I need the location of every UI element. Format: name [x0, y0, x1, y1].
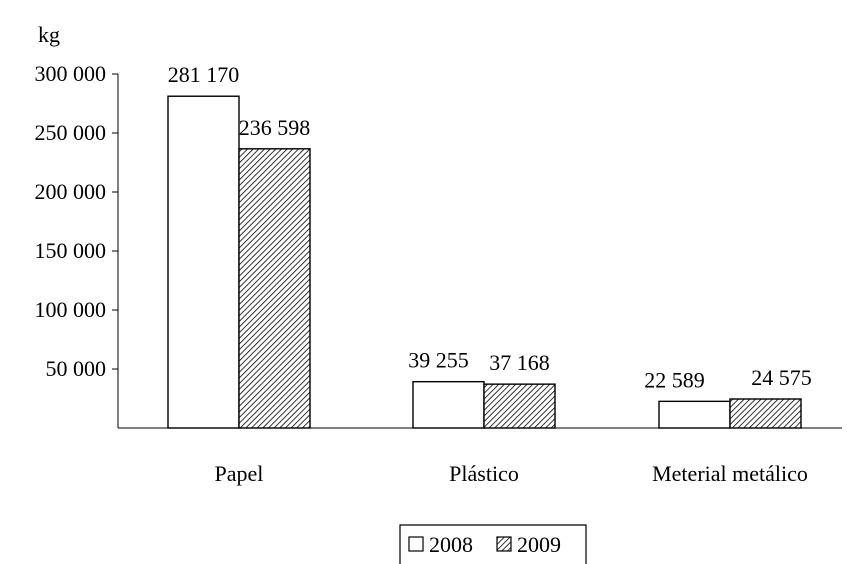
legend-label-2008: 2008 — [429, 532, 473, 557]
legend: 2008 2009 — [399, 524, 587, 564]
bar-2009-0 — [238, 148, 311, 429]
y-tick-label: 300 000 — [35, 61, 107, 86]
y-tick-label: 250 000 — [35, 120, 107, 145]
bar-2009-2 — [729, 398, 802, 429]
y-tick-label: 100 000 — [35, 297, 107, 322]
bar-2008-2 — [658, 400, 731, 429]
legend-swatch-2008 — [408, 536, 424, 552]
y-axis-label: kg — [38, 22, 60, 47]
y-ticks: 50 000 100 000 150 000 200 000 250 000 300 00… — [35, 61, 118, 381]
bar-2008-1 — [412, 380, 485, 429]
legend-swatch-2009 — [496, 536, 512, 552]
y-tick-label: 50 000 — [46, 356, 107, 381]
x-tick-label: Plástico — [449, 461, 519, 486]
bar-value-label: 281 170 — [168, 62, 240, 87]
bar-value-labels: 281 170 236 598 39 255 37 168 22 589 24 575 — [168, 62, 812, 392]
bar-2008-0 — [167, 95, 240, 429]
y-tick-label: 150 000 — [35, 238, 107, 263]
bars — [167, 95, 802, 429]
legend-box — [399, 524, 587, 564]
x-tick-label: Meterial metálico — [652, 461, 808, 486]
bar-value-label: 22 589 — [644, 367, 705, 392]
y-tick-label: 200 000 — [35, 179, 107, 204]
bar-value-label: 37 168 — [489, 350, 550, 375]
x-tick-labels: Papel Plástico Meterial metálico — [215, 461, 808, 486]
legend-label-2009: 2009 — [517, 532, 561, 557]
bar-value-label: 39 255 — [408, 348, 469, 373]
bar-2009-1 — [483, 383, 556, 429]
bar-value-label: 236 598 — [239, 115, 311, 140]
bar-value-label: 24 575 — [751, 365, 812, 390]
x-tick-label: Papel — [215, 461, 264, 486]
